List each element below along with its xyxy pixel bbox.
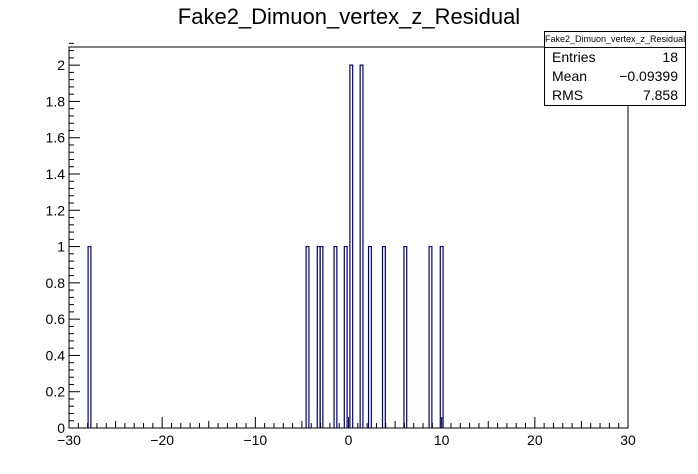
y-tick-label: 1.6 (46, 130, 66, 146)
x-axis: −30 −20 −10 0 10 20 30 (57, 417, 636, 448)
x-tick-label: −10 (243, 432, 267, 448)
y-tick-label: 1 (57, 239, 65, 255)
stats-entries-label: Entries (552, 49, 596, 65)
histogram-bin-9 (381, 245, 386, 428)
y-tick-label: 0 (57, 420, 65, 436)
stats-entries-row: Entries 18 (545, 48, 685, 67)
y-axis: 0 0.2 0.4 0.6 0.8 1 1.2 1.4 1.6 1.8 2 (46, 42, 80, 436)
y-tick-label: 0.8 (46, 275, 66, 291)
chart-title: Fake2_Dimuon_vertex_z_Residual (177, 4, 521, 29)
stats-mean-label: Mean (552, 68, 588, 84)
stats-mean-row: Mean −0.09399 (545, 67, 685, 86)
y-tick-label: 0.2 (46, 384, 66, 400)
stats-rms-row: RMS 7.858 (545, 86, 685, 105)
y-tick-label: 1.2 (46, 202, 66, 218)
histogram-bin-10 (403, 245, 408, 428)
stats-box: Fake2_Dimuon_vertex_z_Residual Entries 1… (544, 31, 686, 106)
y-tick-label: 1.4 (46, 166, 66, 182)
y-tick-label: 0.4 (46, 347, 66, 363)
stats-entries-value: 18 (662, 49, 678, 65)
histogram-bin-11 (428, 245, 433, 428)
histogram-bin-4 (333, 245, 338, 428)
x-tick-label: 0 (345, 432, 353, 448)
x-tick-label: −20 (150, 432, 174, 448)
stats-rms-label: RMS (552, 87, 584, 103)
histogram-bin-3 (319, 245, 324, 428)
histogram-bin-5 (343, 245, 348, 428)
histogram-bin-1 (305, 245, 310, 428)
x-tick-label: 20 (527, 432, 543, 448)
stats-rms-value: 7.858 (642, 87, 678, 103)
x-tick-label: −30 (57, 432, 81, 448)
stats-mean-value: −0.09399 (619, 68, 678, 84)
y-tick-label: 2 (57, 57, 65, 73)
stats-box-title: Fake2_Dimuon_vertex_z_Residual (545, 32, 685, 48)
histogram-bin-8 (367, 245, 372, 428)
histogram-bins (87, 64, 444, 428)
histogram-bin-12 (439, 245, 444, 428)
y-tick-label: 0.6 (46, 311, 66, 327)
histogram-bin-6 (349, 64, 354, 428)
y-tick-label: 1.8 (46, 93, 66, 109)
histogram-bin-7 (359, 64, 364, 428)
x-tick-label: 30 (620, 432, 636, 448)
histogram-bin-0 (87, 245, 92, 428)
x-tick-label: 10 (434, 432, 450, 448)
